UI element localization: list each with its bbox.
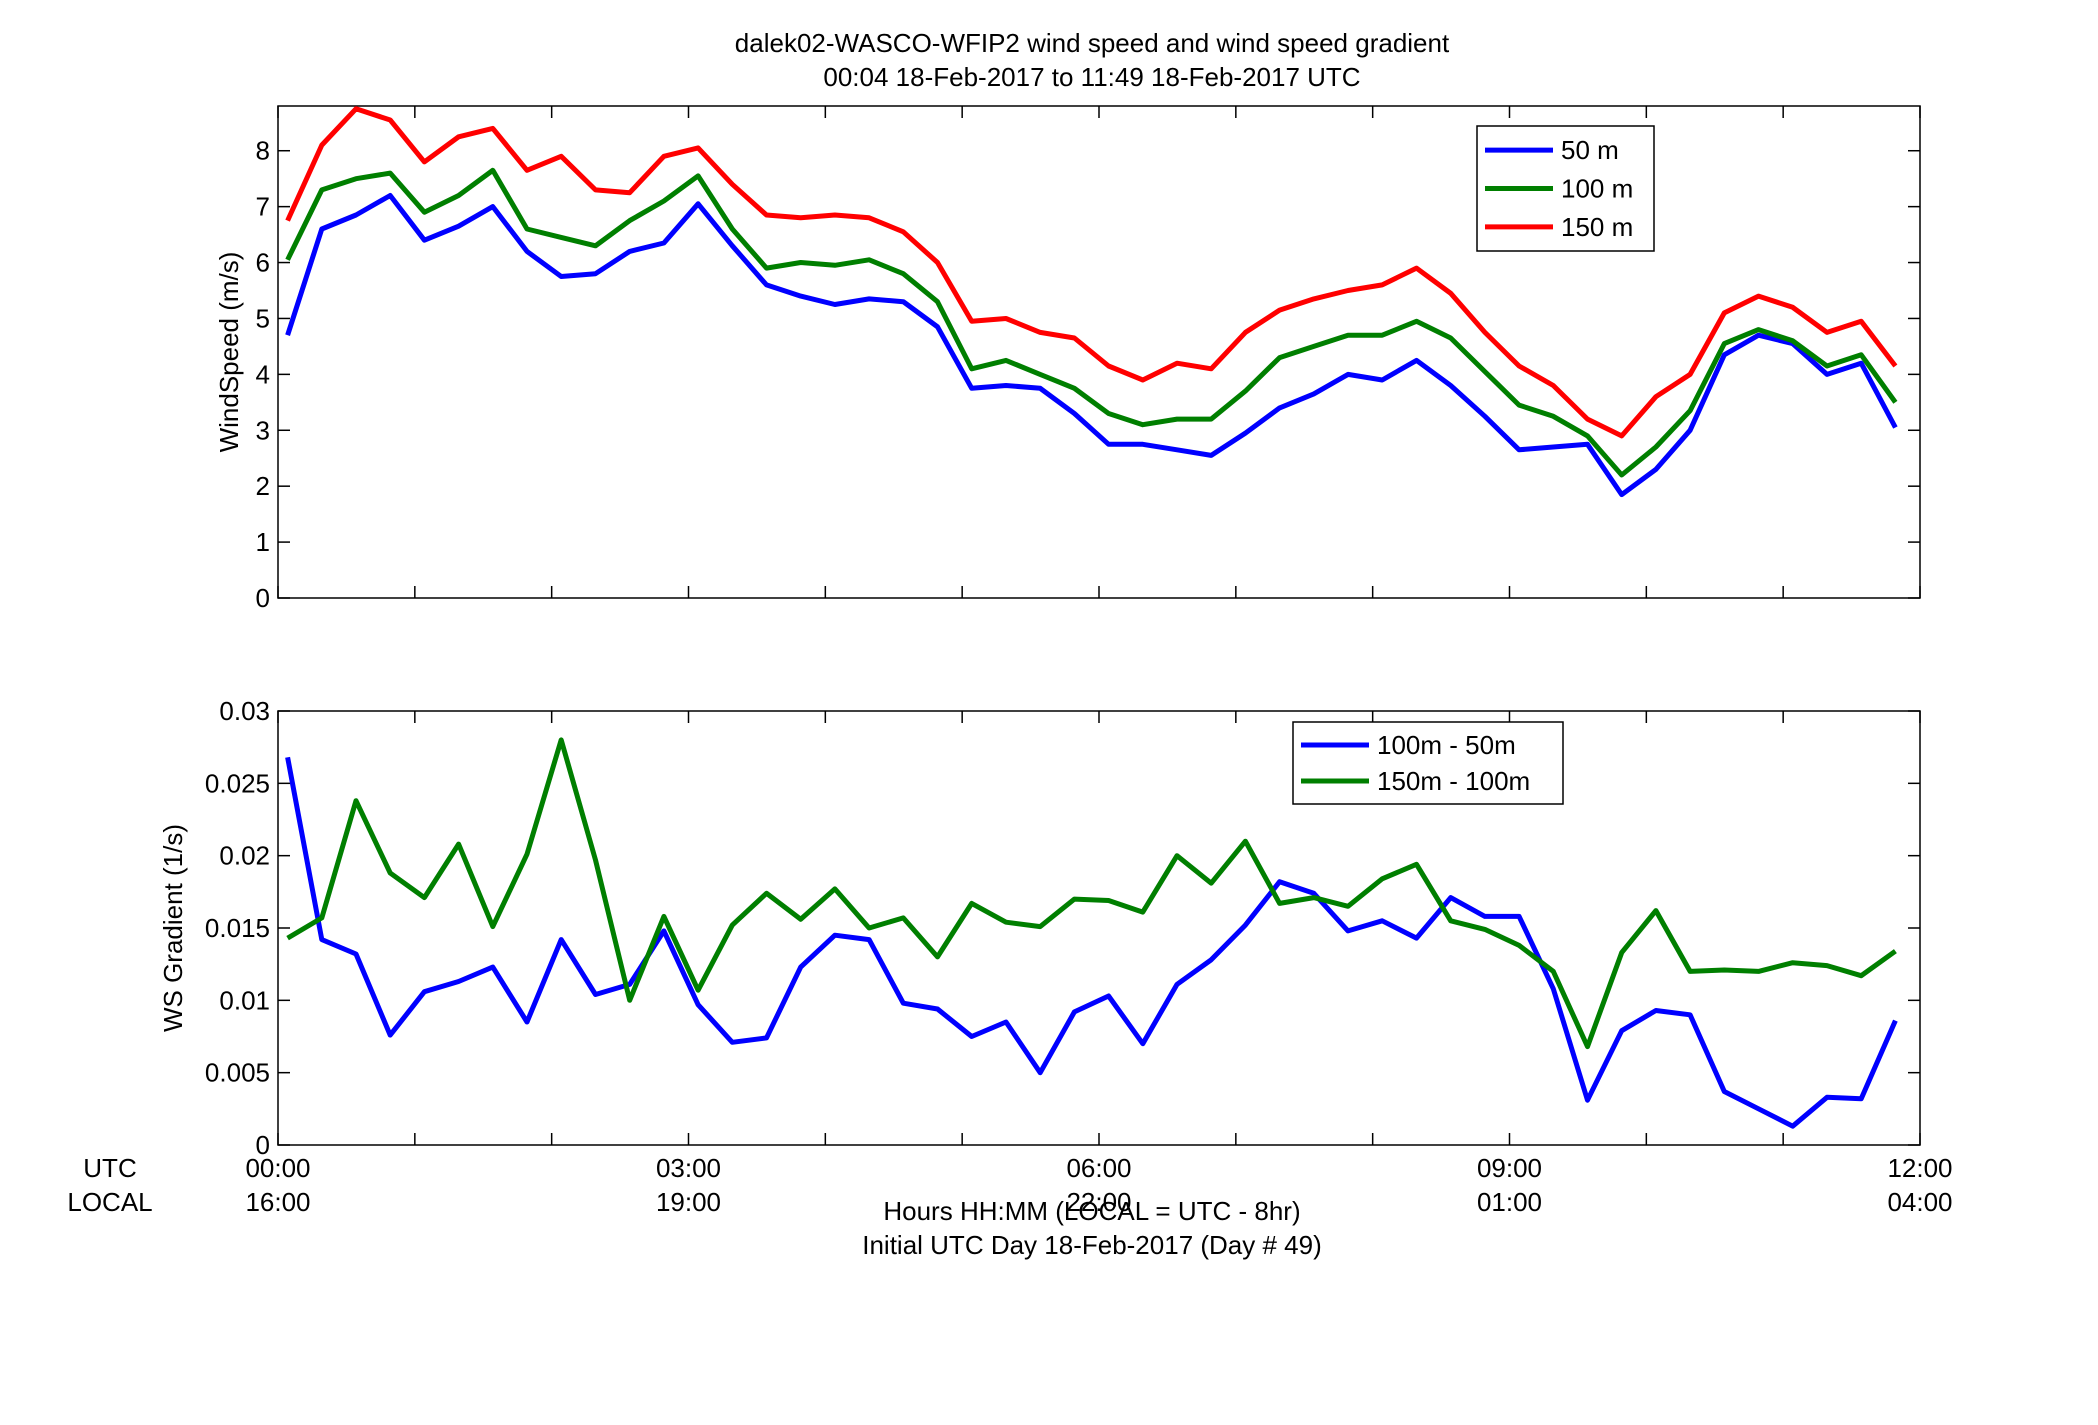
- y-tick-label: 8: [256, 136, 270, 166]
- y-axis-label: WindSpeed (m/s): [214, 252, 244, 453]
- y-tick-label: 7: [256, 192, 270, 222]
- legend: 100m - 50m 150m - 100m: [1292, 721, 1564, 805]
- series-line-100m: [285, 167, 1898, 478]
- windspeed-panel: 0 1 2 3 4 5 6 7 8 WindSpeed (m/s) 50 m 100 m 150 m: [214, 105, 1921, 613]
- axes-frame: [277, 710, 1921, 1146]
- legend-label: 50 m: [1561, 135, 1619, 165]
- x-axis-label-day: Initial UTC Day 18-Feb-2017 (Day # 49): [862, 1230, 1322, 1260]
- y-tick-label: 2: [256, 471, 270, 501]
- x-axis-label: Hours HH:MM (LOCAL = UTC - 8hr): [883, 1196, 1300, 1226]
- legend-label: 150 m: [1561, 212, 1633, 242]
- row-label-local: LOCAL: [67, 1187, 152, 1217]
- y-tick-label: 6: [256, 248, 270, 278]
- x-tick-label-utc: 12:00: [1887, 1153, 1952, 1183]
- series-line-150m-100m: [286, 737, 1897, 1050]
- legend-label: 150m - 100m: [1377, 766, 1530, 796]
- x-tick-label-utc: 09:00: [1477, 1153, 1542, 1183]
- x-tick-label-utc: 00:00: [245, 1153, 310, 1183]
- series-line-150m: [285, 106, 1898, 439]
- y-tick-label: 3: [256, 415, 270, 445]
- y-tick-label: 0.03: [219, 696, 270, 726]
- x-tick-label-utc: 03:00: [656, 1153, 721, 1183]
- x-tick-label-local: 19:00: [656, 1187, 721, 1217]
- y-tick-label: 5: [256, 303, 270, 333]
- y-tick-label: 0.02: [219, 841, 270, 871]
- series-line-100m-50m: [285, 756, 1898, 1129]
- y-axis-label: WS Gradient (1/s): [158, 824, 188, 1032]
- y-tick-label: 1: [256, 527, 270, 557]
- x-tick-label-local: 16:00: [245, 1187, 310, 1217]
- y-tick-label: 0.025: [205, 768, 270, 798]
- x-tick-label-local: 01:00: [1477, 1187, 1542, 1217]
- x-tick-label-local: 22:00: [1066, 1187, 1131, 1217]
- series-line-50m: [285, 193, 1898, 498]
- y-tick-label: 0: [256, 583, 270, 613]
- legend-box: [1292, 721, 1564, 805]
- legend: 50 m 100 m 150 m: [1476, 125, 1655, 252]
- y-tick-label: 0: [256, 1130, 270, 1160]
- axes-frame: [277, 105, 1921, 599]
- chart-subtitle: 00:04 18-Feb-2017 to 11:49 18-Feb-2017 U…: [823, 62, 1360, 92]
- chart-title: dalek02-WASCO-WFIP2 wind speed and wind …: [735, 28, 1450, 58]
- x-tick-label-utc: 06:00: [1066, 1153, 1131, 1183]
- y-tick-label: 4: [256, 359, 270, 389]
- y-tick-label: 0.015: [205, 913, 270, 943]
- y-tick-label: 0.01: [219, 985, 270, 1015]
- legend-label: 100 m: [1561, 174, 1633, 204]
- y-tick-label: 0.005: [205, 1058, 270, 1088]
- x-tick-label-local: 04:00: [1887, 1187, 1952, 1217]
- legend-label: 100m - 50m: [1377, 730, 1516, 760]
- gradient-panel: 00:00 16:00 03:00 19:00 06:00 22:00 09:00 01:00…: [158, 696, 1953, 1217]
- row-label-utc: UTC: [83, 1153, 136, 1183]
